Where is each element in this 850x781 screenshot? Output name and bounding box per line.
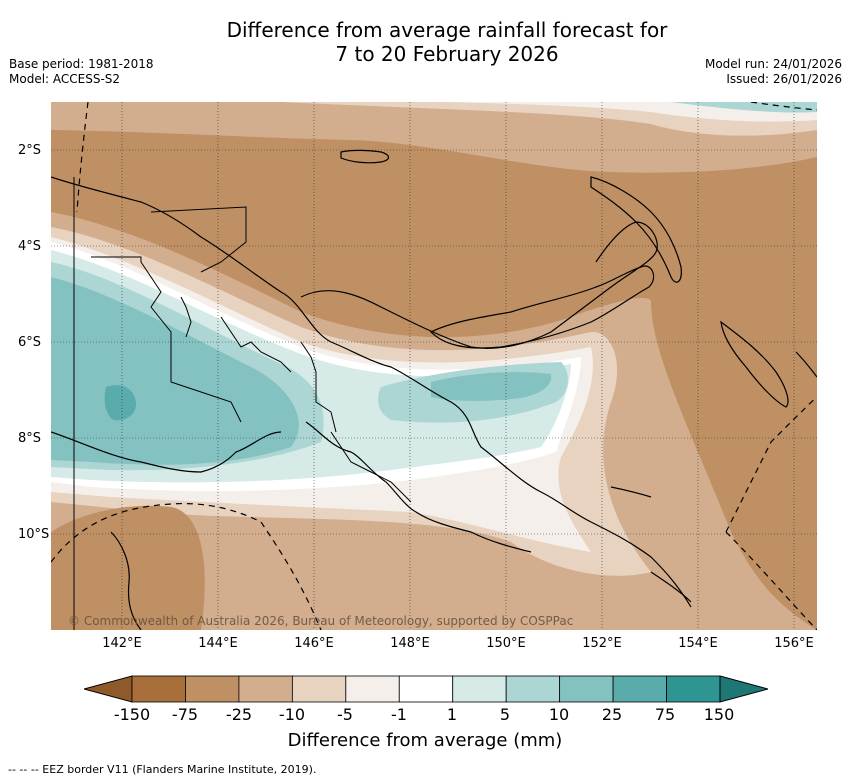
eez-north-west (76, 102, 89, 213)
colorbar-graphic (82, 675, 770, 703)
lat-label: 2°S (18, 143, 42, 158)
ng-south-coast (51, 431, 282, 473)
colorbar (82, 674, 770, 704)
copyright-notice: © Commonwealth of Australia 2026, Bureau… (68, 614, 574, 628)
eez-south (51, 503, 322, 630)
colorbar-segment (559, 675, 614, 703)
colorbar-tick: -5 (337, 705, 353, 724)
manus-coast (340, 149, 390, 164)
colorbar-segment (452, 675, 507, 703)
ng-papua-coast (305, 421, 532, 553)
lon-label: 156°E (774, 636, 814, 651)
lon-label: 154°E (678, 636, 718, 651)
map-title: Difference from average rainfall forecas… (150, 18, 744, 66)
colorbar-tick: 10 (548, 705, 570, 724)
lon-label: 152°E (582, 636, 622, 651)
colorbar-low-extend (82, 675, 133, 703)
lon-label: 150°E (486, 636, 526, 651)
map-canvas (51, 102, 817, 630)
eez-east (725, 396, 817, 533)
lat-label: 6°S (18, 335, 42, 350)
colorbar-tick: 5 (499, 705, 511, 724)
ng-north-coast (51, 176, 692, 608)
colorbar-segment (131, 675, 186, 703)
colorbar-tick: -75 (171, 705, 199, 724)
colorbar-segment (238, 675, 293, 703)
colorbar-tick: 150 (703, 705, 735, 724)
top-wet-corner (671, 102, 817, 113)
eez-southeast (725, 531, 817, 630)
eez-borders (51, 102, 817, 630)
colorbar-title: Difference from average (mm) (287, 730, 563, 751)
colorbar-segment (345, 675, 400, 703)
colorbar-tick: 1 (446, 705, 458, 724)
model-run-text: Model run: 24/01/2026 (704, 57, 842, 71)
colorbar-segment (666, 675, 721, 703)
eez-north-east (750, 102, 817, 111)
colorbar-segment (612, 675, 667, 703)
colorbar-segment (185, 675, 240, 703)
lat-label: 4°S (18, 239, 42, 254)
province-border-3 (220, 316, 292, 373)
lat-label: 8°S (18, 431, 42, 446)
title-line-2: 7 to 20 February 2026 (335, 42, 559, 66)
new-ireland-coast (590, 176, 682, 283)
ng-huon-coast (300, 221, 658, 349)
wet-core (104, 385, 137, 421)
colorbar-segments (131, 675, 721, 703)
meta-right: Model run: 24/01/2026 Issued: 26/01/2026 (705, 57, 842, 87)
colorbar-tick: -10 (278, 705, 306, 724)
colorbar-tick: 25 (601, 705, 623, 724)
province-border-2 (150, 206, 247, 273)
coastlines (51, 149, 817, 630)
province-border-6 (180, 296, 192, 338)
colorbar-high-extend (719, 675, 770, 703)
province-border-5 (330, 431, 412, 503)
bougainville-coast (720, 320, 789, 408)
issued-text: Issued: 26/01/2026 (726, 72, 842, 86)
colorbar-segment (291, 675, 347, 703)
cape-york-coast (110, 531, 142, 630)
new-britain-coast (429, 265, 655, 349)
base-period-text: Base period: 1981-2018 (9, 57, 154, 71)
colorbar-segment (398, 675, 454, 703)
lat-label: 10°S (18, 527, 50, 542)
province-border-1 (91, 256, 242, 423)
eez-note: -- -- -- EEZ border V11 (Flanders Marine… (8, 763, 317, 776)
province-borders (73, 177, 412, 630)
colorbar-segment (505, 675, 561, 703)
lon-label: 148°E (390, 636, 430, 651)
model-text: Model: ACCESS-S2 (9, 72, 121, 86)
lon-label: 146°E (294, 636, 334, 651)
graticule (51, 102, 817, 630)
colorbar-tick: -25 (225, 705, 253, 724)
milne-islands-coast (610, 486, 652, 498)
solomon-coast (795, 351, 817, 378)
province-border-4 (300, 341, 337, 433)
lon-label: 142°E (102, 636, 142, 651)
rainfall-map (51, 102, 817, 630)
louisiade-coast (650, 571, 692, 603)
lon-label: 144°E (198, 636, 238, 651)
title-line-1: Difference from average rainfall forecas… (226, 18, 668, 42)
wet-band-3-east (431, 372, 552, 401)
colorbar-tick: -150 (113, 705, 151, 724)
meta-left: Base period: 1981-2018 Model: ACCESS-S2 (9, 57, 154, 87)
colorbar-tick: 75 (654, 705, 676, 724)
colorbar-tick: -1 (391, 705, 407, 724)
sw-dry-region (51, 505, 205, 630)
